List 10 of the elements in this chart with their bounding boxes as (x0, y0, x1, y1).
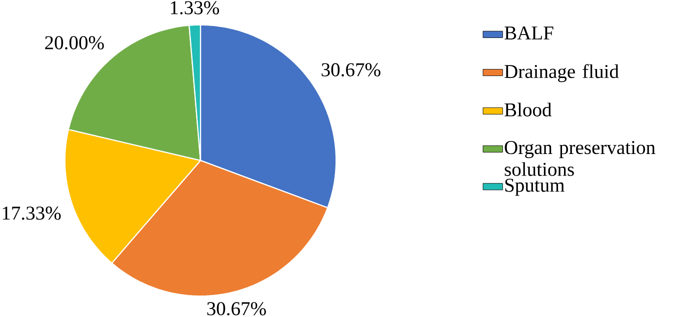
legend-label: Blood (504, 102, 552, 117)
data-label: 17.33% (2, 206, 61, 220)
data-label: 30.67% (207, 302, 266, 316)
legend-label: BALF (504, 26, 554, 40)
legend-label: Organ preservation solutions (504, 141, 656, 176)
data-label: 20.00% (45, 36, 104, 50)
legend-label: Drainage fluid (504, 64, 619, 82)
data-label: 1.33% (170, 1, 220, 15)
data-label: 30.67% (322, 63, 380, 77)
legend-label: Sputum (505, 178, 565, 196)
